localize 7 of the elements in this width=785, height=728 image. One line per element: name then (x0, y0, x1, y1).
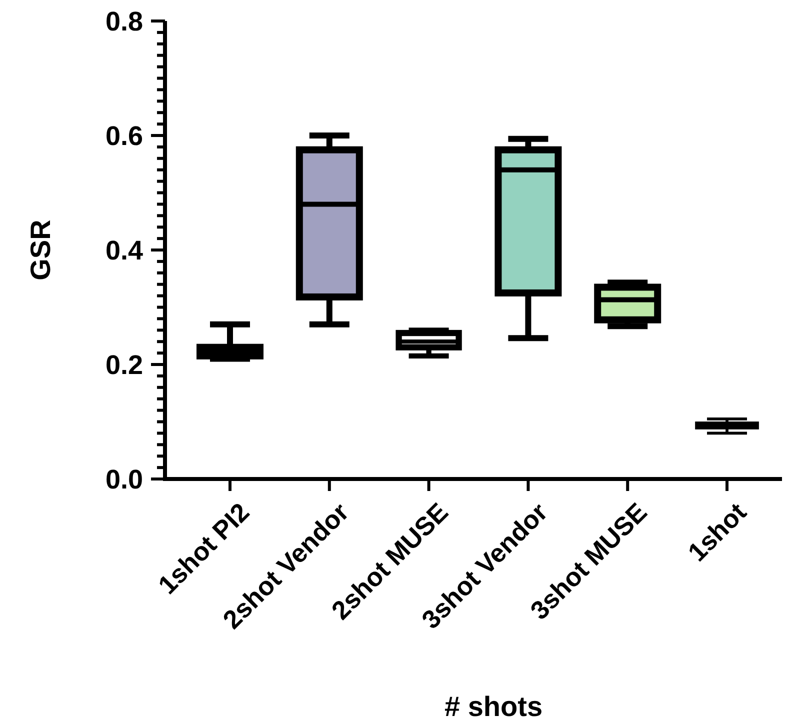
y-tick-label: 0.8 (105, 6, 143, 36)
y-tick-label: 0.0 (105, 464, 143, 494)
y-tick-label: 0.4 (105, 235, 143, 266)
x-axis-title: # shots (444, 691, 543, 722)
y-tick-label: 0.6 (105, 120, 143, 151)
y-tick-label: 0.2 (105, 350, 143, 380)
y-axis-title: GSR (25, 220, 56, 280)
